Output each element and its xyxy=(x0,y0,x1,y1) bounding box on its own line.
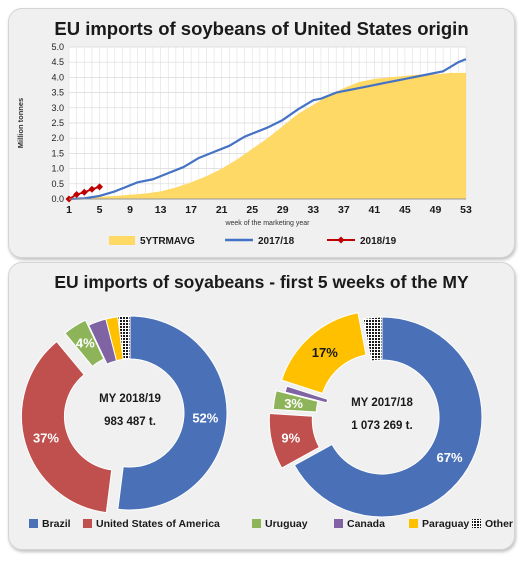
y-tick-label: 3.0 xyxy=(51,103,64,113)
line-chart-title: EU imports of soybeans of United States … xyxy=(54,18,469,39)
y-tick-label: 4.0 xyxy=(51,72,64,82)
legend-label-brazil: Brazil xyxy=(42,518,71,530)
y-tick-label: 0.5 xyxy=(51,179,64,189)
data-label-uruguay: 3% xyxy=(284,396,303,411)
y-axis-title: Million tonnes xyxy=(16,98,25,148)
x-tick-label: 13 xyxy=(155,204,167,216)
marker-2018-19 xyxy=(88,185,96,193)
data-label-brazil: 52% xyxy=(192,411,218,426)
donut-center-label: MY 2018/19 xyxy=(99,393,161,405)
donut-chart-title: EU imports of soyabeans - first 5 weeks … xyxy=(54,272,469,292)
legend-label-other: Other xyxy=(485,518,513,530)
y-tick-label: 1.5 xyxy=(51,148,64,158)
bottom-chart-panel: EU imports of soyabeans - first 5 weeks … xyxy=(8,262,515,550)
x-tick-label: 17 xyxy=(185,204,197,216)
x-tick-label: 21 xyxy=(216,204,228,216)
data-label-usa: 37% xyxy=(33,430,59,445)
marker-2018-19 xyxy=(80,188,88,196)
data-label-paraguay: 17% xyxy=(312,345,338,360)
legend-label-2018-19: 2018/19 xyxy=(360,236,397,247)
legend-swatch-5ytrmavg xyxy=(109,236,135,245)
donut-slice-uruguay xyxy=(272,390,319,413)
donut-center-label: MY 2017/18 xyxy=(351,397,413,409)
donut-slice-canada xyxy=(284,385,329,404)
legend-swatch-paraguay xyxy=(409,519,418,528)
data-label-brazil: 67% xyxy=(437,450,463,465)
x-tick-label: 25 xyxy=(246,204,258,216)
x-tick-label: 9 xyxy=(127,204,133,216)
x-axis-title: week of the marketing year xyxy=(224,220,310,227)
legend-label-usa: United States of America xyxy=(96,518,220,530)
donut-charts: 52% 37% 4% MY 2018/19 983 487 t. 67% 9% 3% 17% MY… xyxy=(21,312,513,530)
area-series-5ytrmavg xyxy=(69,72,466,199)
top-chart-panel: EU imports of soybeans of United States … xyxy=(8,8,515,258)
donut-slice-brazil xyxy=(117,315,228,511)
donut-slice-paraguay xyxy=(280,312,367,395)
y-tick-label: 0.0 xyxy=(51,194,64,204)
x-tick-label: 33 xyxy=(307,204,319,216)
legend-label-5ytrmavg: 5YTRMAVG xyxy=(140,236,195,247)
x-tick-label: 5 xyxy=(97,204,103,216)
donut-slice-other xyxy=(362,316,383,362)
legend-swatch-brazil xyxy=(29,519,38,528)
legend-label-canada: Canada xyxy=(347,518,385,530)
donut-slice-uruguay xyxy=(64,319,105,368)
legend-label-paraguay: Paraguay xyxy=(422,518,469,530)
donut-center-value: 983 487 t. xyxy=(104,416,156,428)
data-label-uruguay: 4% xyxy=(76,335,95,350)
legend-swatch-usa xyxy=(83,519,92,528)
marker-2018-19 xyxy=(73,190,81,198)
donut-center-value: 1 073 269 t. xyxy=(351,420,412,432)
donut-slice-brazil xyxy=(293,316,483,518)
legend-label-uruguay: Uruguay xyxy=(265,518,308,530)
line-chart: 0.0 0.5 1.0 1.5 2.0 2.5 3.0 3.5 4.0 4.5 5.0 1 5 9 13 17… xyxy=(16,42,472,247)
marker-2018-19 xyxy=(96,183,104,191)
x-tick-label: 49 xyxy=(430,204,442,216)
y-tick-label: 2.0 xyxy=(51,133,64,143)
y-tick-label: 3.5 xyxy=(51,88,64,98)
y-tick-label: 4.5 xyxy=(51,57,64,67)
donut-slice-usa xyxy=(21,340,113,514)
x-tick-label: 41 xyxy=(369,204,381,216)
legend-marker-2018-19 xyxy=(337,236,345,244)
donut-slice-other xyxy=(117,315,131,360)
x-tick-label: 37 xyxy=(338,204,350,216)
y-tick-label: 5.0 xyxy=(51,42,64,52)
x-tick-label: 29 xyxy=(277,204,289,216)
legend-swatch-other xyxy=(472,519,481,528)
legend-swatch-canada xyxy=(334,519,343,528)
y-tick-label: 1.0 xyxy=(51,164,64,174)
x-tick-label: 1 xyxy=(66,204,72,216)
y-tick-label: 2.5 xyxy=(51,118,64,128)
legend-swatch-uruguay xyxy=(252,519,261,528)
data-label-usa: 9% xyxy=(281,430,300,445)
x-tick-label: 53 xyxy=(460,204,472,216)
line-series-2017-18 xyxy=(68,58,467,201)
legend-label-2017-18: 2017/18 xyxy=(258,236,295,247)
x-tick-label: 45 xyxy=(399,204,411,216)
donut-slice-usa xyxy=(268,413,321,469)
